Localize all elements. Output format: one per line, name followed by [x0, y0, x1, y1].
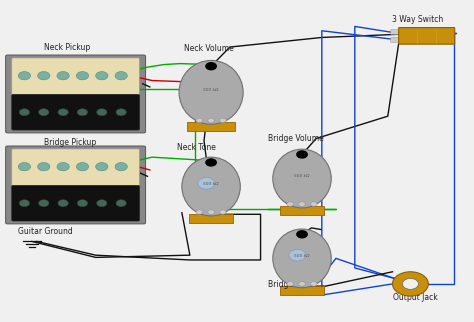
Circle shape [97, 109, 107, 116]
Circle shape [116, 200, 127, 207]
Text: 500 kΩ: 500 kΩ [203, 182, 219, 186]
Circle shape [37, 163, 50, 171]
FancyBboxPatch shape [12, 58, 139, 96]
Circle shape [208, 118, 214, 123]
Circle shape [38, 109, 49, 116]
FancyBboxPatch shape [12, 185, 139, 221]
Text: Bridge Pickup: Bridge Pickup [44, 137, 96, 147]
Circle shape [297, 231, 307, 238]
Circle shape [392, 272, 428, 296]
FancyBboxPatch shape [399, 28, 455, 44]
FancyBboxPatch shape [6, 55, 146, 133]
Circle shape [57, 163, 69, 171]
Circle shape [18, 71, 30, 80]
Circle shape [287, 282, 293, 286]
FancyBboxPatch shape [12, 149, 139, 187]
Circle shape [77, 109, 88, 116]
Circle shape [19, 109, 29, 116]
Text: 3 Way Switch: 3 Way Switch [392, 15, 443, 24]
Ellipse shape [273, 149, 331, 208]
Circle shape [310, 282, 317, 286]
Circle shape [310, 202, 317, 206]
Circle shape [287, 202, 293, 206]
Text: Output Jack: Output Jack [393, 293, 438, 302]
Circle shape [76, 163, 89, 171]
Circle shape [58, 109, 68, 116]
Circle shape [196, 118, 202, 123]
Circle shape [115, 71, 128, 80]
FancyBboxPatch shape [280, 206, 324, 215]
Text: 500 kΩ: 500 kΩ [294, 174, 310, 178]
Circle shape [116, 109, 127, 116]
Text: 500 kΩ: 500 kΩ [203, 88, 219, 92]
Circle shape [97, 200, 107, 207]
Circle shape [219, 118, 226, 123]
Circle shape [219, 210, 226, 214]
Circle shape [206, 63, 216, 70]
FancyBboxPatch shape [189, 214, 233, 223]
FancyBboxPatch shape [12, 94, 139, 130]
Ellipse shape [179, 61, 243, 124]
Circle shape [96, 163, 108, 171]
Circle shape [37, 71, 50, 80]
FancyBboxPatch shape [391, 30, 400, 34]
Text: Bridge Tone: Bridge Tone [268, 280, 312, 289]
Text: Guitar Ground: Guitar Ground [18, 227, 73, 236]
Circle shape [77, 200, 88, 207]
FancyBboxPatch shape [280, 286, 324, 295]
Text: Neck Pickup: Neck Pickup [44, 43, 90, 52]
Text: Neck Tone: Neck Tone [177, 143, 216, 152]
Circle shape [18, 163, 30, 171]
Text: Neck Volume: Neck Volume [184, 44, 234, 53]
Circle shape [76, 71, 89, 80]
Circle shape [57, 71, 69, 80]
Circle shape [206, 159, 216, 166]
Circle shape [115, 163, 128, 171]
Circle shape [299, 202, 305, 206]
Ellipse shape [182, 157, 240, 216]
Text: Bridge Volume: Bridge Volume [268, 135, 323, 143]
Circle shape [38, 200, 49, 207]
Circle shape [297, 151, 307, 158]
Text: 500 kΩ: 500 kΩ [294, 254, 310, 258]
Ellipse shape [273, 229, 331, 288]
FancyBboxPatch shape [391, 37, 400, 42]
Circle shape [96, 71, 108, 80]
Circle shape [299, 282, 305, 286]
FancyBboxPatch shape [6, 146, 146, 224]
Circle shape [198, 178, 215, 189]
Circle shape [196, 210, 202, 214]
FancyBboxPatch shape [187, 122, 235, 131]
Circle shape [402, 279, 419, 289]
Circle shape [289, 250, 306, 261]
Circle shape [208, 210, 214, 214]
Circle shape [58, 200, 68, 207]
Circle shape [19, 200, 29, 207]
